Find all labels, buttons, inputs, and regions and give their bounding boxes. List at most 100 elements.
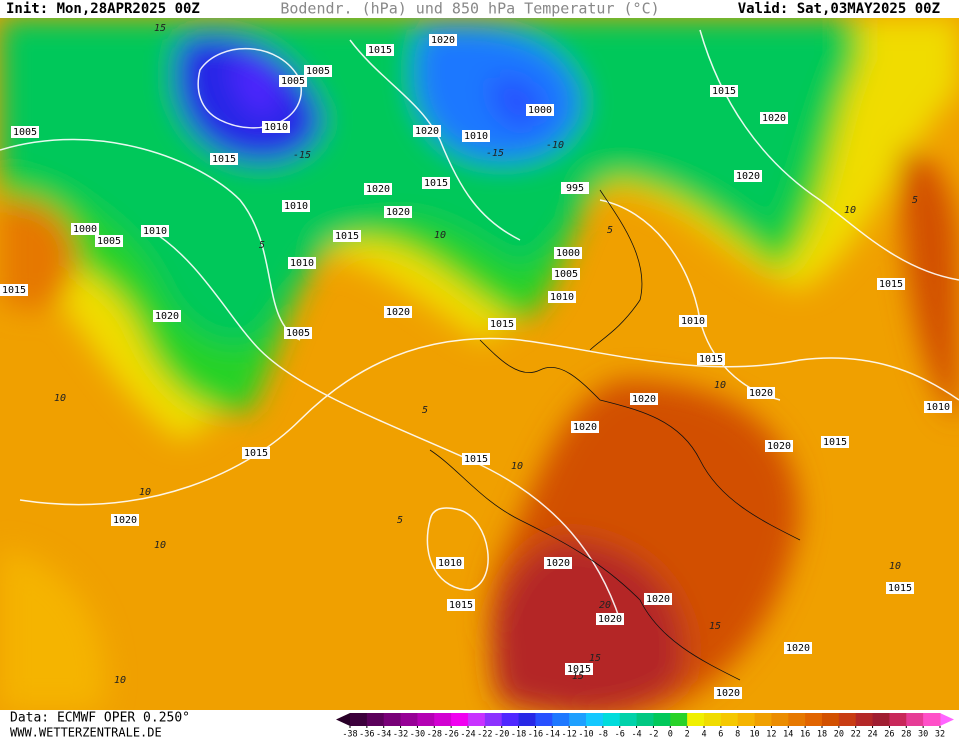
isobar-label: 1020 [716, 688, 740, 699]
map-field [0, 18, 959, 720]
legend-tick-label: -30 [410, 730, 425, 740]
legend-swatch [754, 713, 772, 726]
legend-swatch [737, 713, 756, 726]
legend-tick-label: 22 [851, 730, 861, 740]
isobar-label: 1020 [431, 35, 455, 46]
temperature-label: 20 [599, 600, 611, 611]
isobar-label-box [304, 65, 332, 77]
legend-swatch [923, 713, 941, 726]
isobar-label-box [747, 387, 775, 399]
isobar-label-box [886, 582, 914, 594]
legend-swatch [417, 713, 435, 726]
isobar-label-box [262, 121, 290, 133]
isobar-label-box [821, 436, 849, 448]
legend-swatch [636, 713, 654, 726]
isobar-label-box [384, 206, 412, 218]
isobar-label: 1015 [823, 437, 847, 448]
temperature-label: 10 [139, 487, 151, 498]
isobar-label: 1020 [767, 441, 791, 452]
isobar-label: 1015 [490, 319, 514, 330]
legend-swatch [518, 713, 536, 726]
isobar-label: 1005 [554, 269, 578, 280]
legend-tick-label: -38 [342, 730, 357, 740]
isobar-label: 1010 [284, 201, 308, 212]
isobar-label: 1020 [632, 394, 656, 405]
legend-tick-label: 4 [701, 730, 706, 740]
isobar-label: 1020 [736, 171, 760, 182]
isobar-label: 1020 [386, 307, 410, 318]
isobar-label: 1000 [528, 105, 552, 116]
isobar-label-box [526, 104, 554, 116]
isobar-label-box [877, 278, 905, 290]
isobar-label: 1015 [244, 448, 268, 459]
isobar-label-box [422, 177, 450, 189]
valid-time: Valid: Sat,03MAY2025 00Z [738, 1, 940, 17]
isobar-label: 1020 [786, 643, 810, 654]
isobar-label: 1015 [2, 285, 26, 296]
legend-swatch [535, 713, 553, 726]
isobar-label: 1020 [573, 422, 597, 433]
isobar-label-box [153, 310, 181, 322]
isobar-label-box [552, 268, 580, 280]
legend-tick-label: -32 [393, 730, 408, 740]
legend-swatch [350, 713, 368, 726]
isobar-label: 1020 [546, 558, 570, 569]
isobar-label: 1015 [464, 454, 488, 465]
isobar-label-box [333, 230, 361, 242]
isobar-label-box [71, 223, 99, 235]
legend-swatch [366, 713, 385, 726]
isobar-label: 1020 [113, 515, 137, 526]
isobar-label: 1020 [598, 614, 622, 625]
isobar-label-box [710, 85, 738, 97]
isobar-label: 1020 [155, 311, 179, 322]
isobar-label: 1015 [424, 178, 448, 189]
isobar-label: 1015 [368, 45, 392, 56]
legend-swatch [484, 713, 503, 726]
legend-swatch [434, 713, 452, 726]
legend-tick-label: 2 [685, 730, 690, 740]
isobar-label-box [384, 306, 412, 318]
temperature-label: 10 [889, 561, 901, 572]
isobar-label: 1010 [290, 258, 314, 269]
temperature-label: -10 [546, 140, 564, 151]
legend-tick-label: 26 [884, 730, 894, 740]
legend-tick-label: -6 [615, 730, 625, 740]
temperature-label: 15 [709, 621, 721, 632]
isobar-label-box [462, 130, 490, 142]
isobar-label-box [210, 153, 238, 165]
isobar-label-box [544, 557, 572, 569]
legend-tick-label: 16 [800, 730, 810, 740]
temperature-label: 10 [54, 393, 66, 404]
temperature-label: 15 [154, 23, 166, 34]
map-title: Bodendr. (hPa) und 850 hPa Temperatur (°… [280, 0, 659, 18]
isobar-label: 1015 [449, 600, 473, 611]
legend-swatch [383, 713, 402, 726]
isobar-label-box [284, 327, 312, 339]
legend-swatch [906, 713, 924, 726]
legend-tick-label: -22 [477, 730, 492, 740]
isobar-label-box [429, 34, 457, 46]
isobar-label-box [462, 453, 490, 465]
color-legend: -38 -36 -34 -32 -30 -28 -26 -24 -22 -20 -18 -16 -14-… [336, 713, 954, 740]
legend-tick-label: 32 [935, 730, 945, 740]
isobar-label: 1015 [888, 583, 912, 594]
isobar-label-box [282, 200, 310, 212]
legend-swatch [822, 713, 840, 726]
isobar-label: 1000 [556, 248, 580, 259]
legend-high-end [940, 713, 954, 726]
isobar-label: 1010 [464, 131, 488, 142]
isobar-label: 1000 [73, 224, 97, 235]
legend-swatch [586, 713, 604, 726]
isobar-label-box [413, 125, 441, 137]
isobar-label-box [571, 421, 599, 433]
isobar-label-box [679, 315, 707, 327]
isobar-label-box [644, 593, 672, 605]
isobar-label-box [111, 514, 139, 526]
isobar-label: 1010 [681, 316, 705, 327]
legend-swatch [619, 713, 638, 726]
isobar-label: 1020 [366, 184, 390, 195]
legend-tick-label: 14 [783, 730, 793, 740]
legend-swatch [569, 713, 587, 726]
